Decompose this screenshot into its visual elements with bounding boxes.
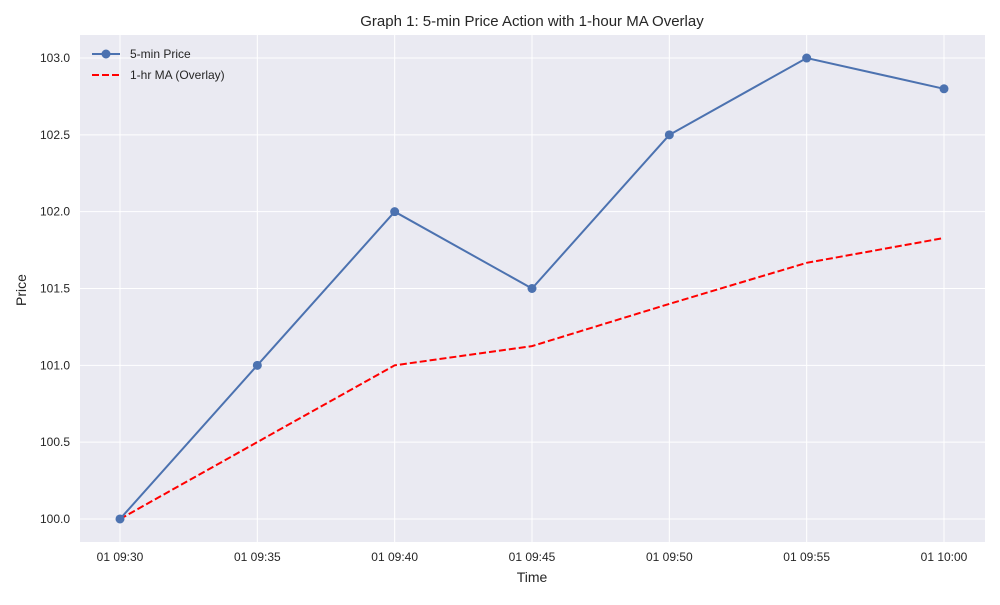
y-tick-label: 101.0 [40, 358, 70, 372]
data-point [252, 360, 262, 370]
x-tick-label: 01 09:35 [234, 550, 281, 564]
data-point [115, 514, 125, 524]
y-tick-label: 102.5 [40, 128, 70, 142]
y-tick-label: 102.0 [40, 205, 70, 219]
data-point [527, 284, 537, 293]
x-tick-label: 01 09:30 [97, 550, 144, 564]
y-tick-label: 101.5 [40, 282, 70, 296]
y-tick-label: 103.0 [40, 51, 70, 65]
chart-title: Graph 1: 5-min Price Action with 1-hour … [360, 13, 704, 30]
legend-marker-price [101, 49, 111, 59]
y-tick-label: 100.0 [40, 512, 70, 526]
y-axis-label: Price [13, 274, 29, 306]
x-tick-label: 01 09:45 [509, 550, 556, 564]
legend-label-ma: 1-hr MA (Overlay) [130, 68, 225, 82]
tick-labels: 01 09:30 01 09:35 01 09:40 01 09:45 01 09:50… [40, 51, 968, 564]
legend-label-price: 5-min Price [130, 47, 191, 61]
x-tick-label: 01 10:00 [921, 550, 968, 564]
x-tick-label: 01 09:50 [646, 550, 693, 564]
data-point [390, 207, 400, 217]
legend-item-ma: 1-hr MA (Overlay) [92, 68, 225, 82]
data-point [939, 84, 949, 94]
x-tick-label: 01 09:55 [783, 550, 830, 564]
y-tick-label: 100.5 [40, 435, 70, 449]
data-point [802, 53, 812, 63]
x-axis-label: Time [517, 569, 548, 585]
series-line-ma [119, 237, 945, 520]
series-layer [115, 53, 949, 524]
legend: 5-min Price 1-hr MA (Overlay) [92, 47, 225, 82]
data-point [664, 130, 674, 140]
x-tick-label: 01 09:40 [371, 550, 418, 564]
legend-item-price: 5-min Price [92, 47, 191, 61]
